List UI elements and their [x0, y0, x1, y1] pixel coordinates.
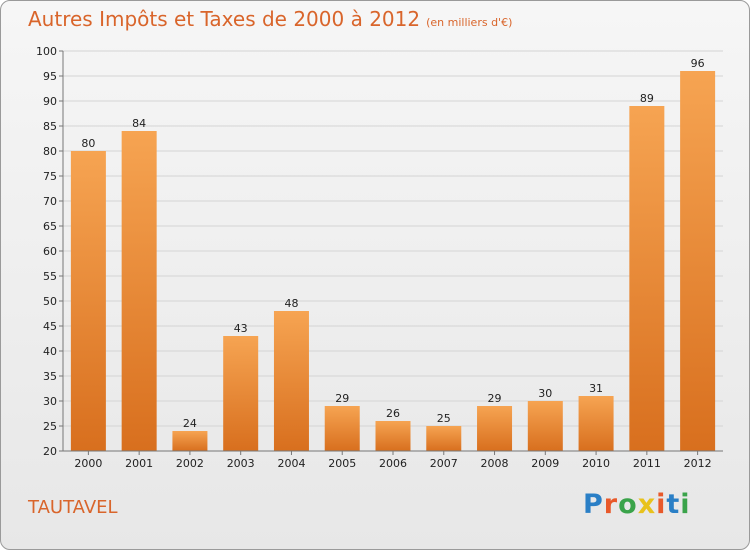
y-tick-label: 55 — [43, 270, 57, 283]
y-tick-label: 30 — [43, 395, 57, 408]
grid-layer — [63, 50, 723, 427]
logo-letter: r — [603, 489, 619, 520]
data-label-2010: 31 — [589, 382, 603, 395]
data-label-2000: 80 — [81, 137, 95, 150]
data-label-2012: 96 — [691, 57, 705, 70]
bar-2008 — [477, 406, 513, 451]
x-tick-label: 2005 — [328, 457, 356, 470]
y-tick-label: 90 — [43, 95, 57, 108]
bar-2001 — [121, 131, 157, 451]
bar-2004 — [273, 311, 309, 451]
y-tick-label: 85 — [43, 120, 57, 133]
y-tick-label: 35 — [43, 370, 57, 383]
logo-letter: i — [680, 489, 691, 520]
logo-letter: P — [583, 489, 604, 520]
x-tick-label: 2011 — [633, 457, 661, 470]
x-tick-label: 2012 — [684, 457, 712, 470]
proxiti-logo[interactable]: Proxiti — [583, 489, 691, 520]
x-tick-label: 2003 — [227, 457, 255, 470]
logo-letter: i — [656, 489, 667, 520]
y-tick-label: 100 — [36, 45, 57, 58]
data-label-2005: 29 — [335, 392, 349, 405]
logo-letter: o — [618, 489, 638, 520]
y-tick-label: 20 — [43, 445, 57, 458]
data-label-2008: 29 — [488, 392, 502, 405]
bar-2011 — [629, 106, 665, 451]
bar-2003 — [223, 336, 259, 451]
data-label-2011: 89 — [640, 92, 654, 105]
y-tick-label: 40 — [43, 345, 57, 358]
bar-2002 — [172, 431, 208, 451]
bar-2010 — [578, 396, 614, 451]
y-tick-label: 45 — [43, 320, 57, 333]
data-label-2009: 30 — [538, 387, 552, 400]
data-label-2003: 43 — [234, 322, 248, 335]
data-label-2007: 25 — [437, 412, 451, 425]
y-tick-label: 60 — [43, 245, 57, 258]
data-label-2002: 24 — [183, 417, 197, 430]
bar-2006 — [375, 421, 411, 451]
x-tick-label: 2007 — [430, 457, 458, 470]
bar-layer: 80 84 24 43 48 29 26 25 29 30 31 89 96 — [70, 57, 716, 451]
y-tick-label: 70 — [43, 195, 57, 208]
axis-layer: 20 25 30 35 40 45 50 55 60 65 70 75 80 85 90 95 100 2000 2… — [36, 45, 723, 470]
bar-2012 — [680, 71, 716, 451]
y-tick-label: 25 — [43, 420, 57, 433]
logo-letter: x — [637, 489, 657, 520]
y-tick-label: 75 — [43, 170, 57, 183]
y-tick-label: 65 — [43, 220, 57, 233]
bar-2007 — [426, 426, 462, 451]
x-tick-label: 2002 — [176, 457, 204, 470]
chart-title: Autres Impôts et Taxes de 2000 à 2012 (en… — [28, 7, 512, 31]
x-tick-label: 2010 — [582, 457, 610, 470]
chart-title-text: Autres Impôts et Taxes de 2000 à 2012 — [28, 7, 421, 31]
x-tick-label: 2001 — [125, 457, 153, 470]
data-label-2001: 84 — [132, 117, 146, 130]
x-tick-label: 2009 — [531, 457, 559, 470]
x-tick-label: 2000 — [74, 457, 102, 470]
bar-2009 — [527, 401, 563, 451]
logo-letter: t — [666, 489, 681, 520]
bar-2000 — [70, 151, 106, 451]
y-tick-label: 80 — [43, 145, 57, 158]
y-tick-label: 50 — [43, 295, 57, 308]
commune-name: TAUTAVEL — [28, 497, 118, 518]
x-tick-label: 2008 — [481, 457, 509, 470]
data-label-2004: 48 — [284, 297, 298, 310]
x-tick-label: 2006 — [379, 457, 407, 470]
x-tick-label: 2004 — [277, 457, 305, 470]
chart-unit: (en milliers d'€) — [426, 16, 513, 29]
y-tick-label: 95 — [43, 70, 57, 83]
data-label-2006: 26 — [386, 407, 400, 420]
bar-2005 — [324, 406, 360, 451]
